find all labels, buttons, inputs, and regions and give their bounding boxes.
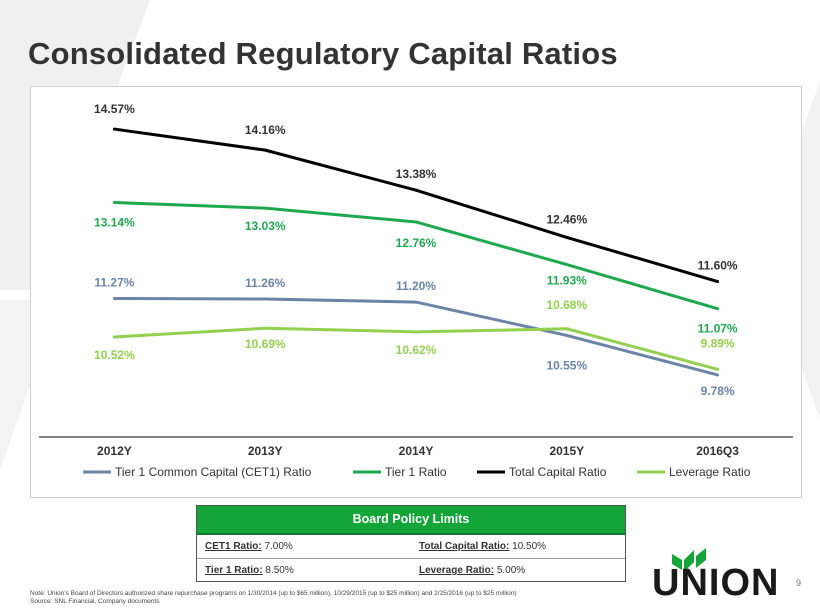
data-point: [716, 373, 720, 377]
leverage-label: Leverage Ratio:: [419, 565, 495, 576]
data-label: 10.68%: [546, 298, 587, 312]
data-point: [716, 307, 720, 311]
data-label: 13.38%: [396, 167, 437, 181]
data-point: [112, 296, 116, 300]
page-title: Consolidated Regulatory Capital Ratios: [28, 36, 618, 71]
data-label: 9.78%: [701, 384, 735, 398]
x-tick-label: 2015Y: [549, 444, 584, 458]
legend-label: Leverage Ratio: [669, 465, 751, 479]
data-label: 13.03%: [245, 219, 286, 233]
policy-cell-leverage: Leverage Ratio: 5.00%: [411, 565, 625, 576]
data-point: [414, 188, 418, 192]
union-logo-mark: [672, 548, 706, 572]
data-point: [112, 200, 116, 204]
policy-cell-cet1: CET1 Ratio: 7.00%: [197, 541, 411, 552]
series-line: [114, 296, 718, 377]
data-label: 12.76%: [396, 236, 437, 250]
union-logo-text: UNION: [652, 562, 780, 604]
data-point: [112, 335, 116, 339]
line-chart: 2012Y 2013Y 2014Y 2015Y 2016Q3 11.27% 11.26% 11…: [39, 102, 793, 479]
data-label: 11.07%: [698, 322, 738, 336]
data-point: [414, 330, 418, 334]
footnote-source: Source: SNL Financial, Company documents: [30, 598, 160, 605]
data-label: 13.14%: [94, 215, 135, 229]
data-point: [112, 127, 116, 131]
policy-row: CET1 Ratio: 7.00% Total Capital Ratio: 1…: [197, 533, 625, 559]
legend-label: Total Capital Ratio: [509, 465, 607, 479]
data-label: 11.20%: [396, 279, 436, 293]
logo-leaf-icon: [672, 548, 706, 572]
data-label: 9.89%: [701, 336, 735, 350]
board-policy-limits: Board Policy Limits CET1 Ratio: 7.00% To…: [196, 505, 626, 582]
data-point: [263, 297, 267, 301]
policy-cell-tier1: Tier 1 Ratio: 8.50%: [197, 565, 411, 576]
data-point: [263, 326, 267, 330]
x-tick-label: 2013Y: [248, 444, 283, 458]
data-label: 14.16%: [245, 123, 286, 137]
x-tick-label: 2014Y: [399, 444, 434, 458]
data-label: 12.46%: [546, 212, 587, 226]
data-label: 10.55%: [546, 358, 587, 372]
legend-label: Tier 1 Ratio: [385, 465, 447, 479]
data-point: [565, 333, 569, 337]
policy-row: Tier 1 Ratio: 8.50% Leverage Ratio: 5.00…: [197, 559, 625, 582]
page-number: 9: [796, 578, 802, 588]
data-label: 10.52%: [94, 348, 135, 362]
policy-heading: Board Policy Limits: [197, 506, 625, 533]
data-point: [414, 220, 418, 224]
total-capital-value: 10.50%: [512, 541, 547, 552]
data-label: 11.60%: [698, 259, 738, 273]
data-point: [565, 327, 569, 331]
footnote: Note: Union's Board of Directors authori…: [30, 590, 650, 606]
data-label: 11.26%: [245, 276, 285, 290]
cet1-value: 7.00%: [264, 541, 293, 552]
data-point: [263, 206, 267, 210]
tier1-label: Tier 1 Ratio:: [205, 565, 263, 576]
data-label: 14.57%: [94, 102, 135, 116]
cet1-label: CET1 Ratio:: [205, 541, 262, 552]
data-point: [716, 280, 720, 284]
data-point: [565, 263, 569, 267]
legend-label: Tier 1 Common Capital (CET1) Ratio: [115, 465, 312, 479]
data-label: 11.93%: [547, 274, 587, 288]
total-capital-label: Total Capital Ratio:: [419, 541, 510, 552]
footnote-note: Note: Union's Board of Directors authori…: [30, 590, 517, 597]
data-point: [565, 235, 569, 239]
data-point: [414, 300, 418, 304]
policy-cell-total-capital: Total Capital Ratio: 10.50%: [411, 541, 625, 552]
data-label: 10.62%: [396, 343, 437, 357]
data-point: [263, 148, 267, 152]
data-label: 10.69%: [245, 337, 286, 351]
tier1-value: 8.50%: [265, 565, 294, 576]
x-tick-label: 2012Y: [97, 444, 132, 458]
x-tick-label: 2016Q3: [696, 444, 739, 458]
data-point: [716, 367, 720, 371]
data-label: 11.27%: [94, 275, 134, 289]
chart-frame: 2012Y 2013Y 2014Y 2015Y 2016Q3 11.27% 11.26% 11…: [30, 86, 802, 498]
leverage-value: 5.00%: [496, 565, 526, 576]
